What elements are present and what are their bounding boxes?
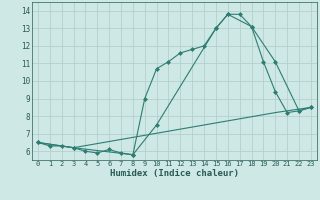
X-axis label: Humidex (Indice chaleur): Humidex (Indice chaleur) [110, 169, 239, 178]
